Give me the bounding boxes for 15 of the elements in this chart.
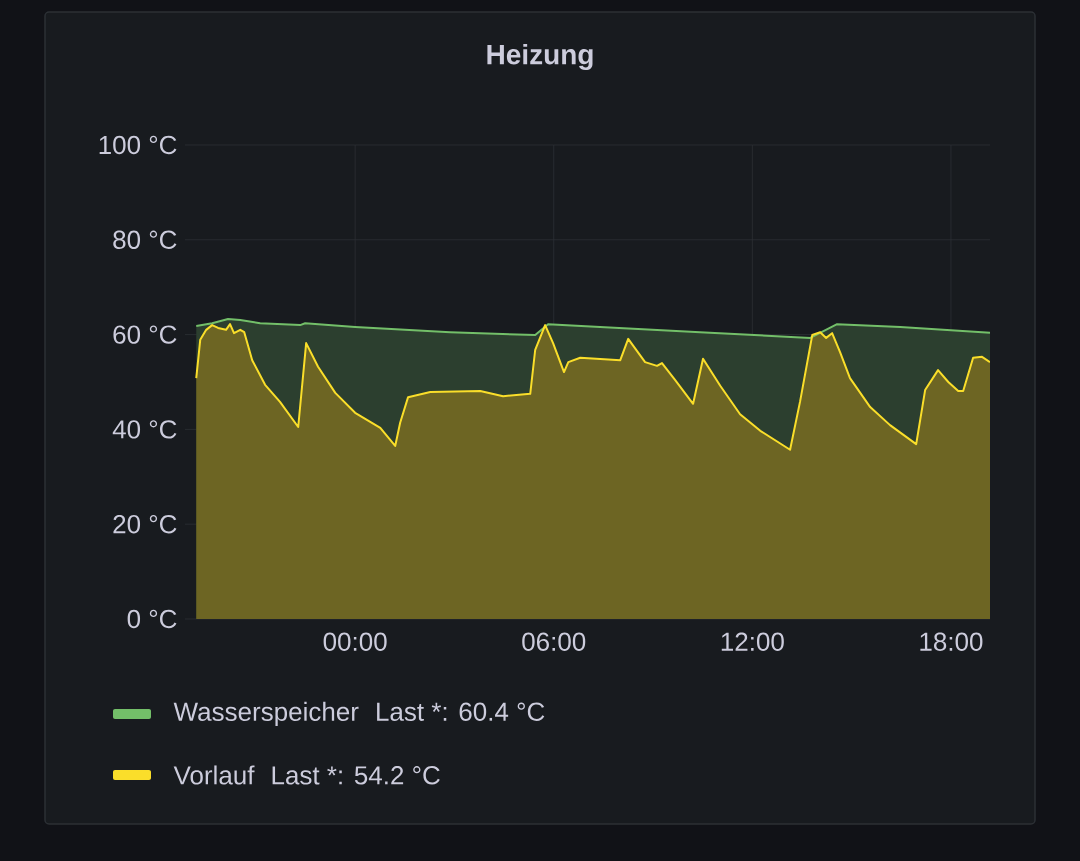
- legend-label: Wasserspeicher: [173, 701, 359, 727]
- y-tick-label: 60 °C: [113, 325, 177, 344]
- x-tick-label: 12:00: [721, 632, 784, 651]
- text: Last *: 60.4 °C: [377, 702, 545, 721]
- chart-title: Heizung: [487, 43, 593, 71]
- x-tick-label: 00:00: [323, 632, 387, 651]
- y-tick-label: 0 °C: [127, 609, 177, 629]
- x-tick-label: 06:00: [522, 632, 586, 651]
- legend-label: Vorlauf: [173, 765, 255, 785]
- y-tick-label: 100 °C: [99, 135, 177, 155]
- y-tick-label: 80 °C: [113, 230, 177, 249]
- x-tick-label: 18:00: [920, 632, 983, 651]
- y-tick-label: 40 °C: [112, 420, 177, 439]
- y-tick-label: 20 °C: [113, 514, 177, 534]
- text: Last *: 54.2 °C: [272, 766, 440, 785]
